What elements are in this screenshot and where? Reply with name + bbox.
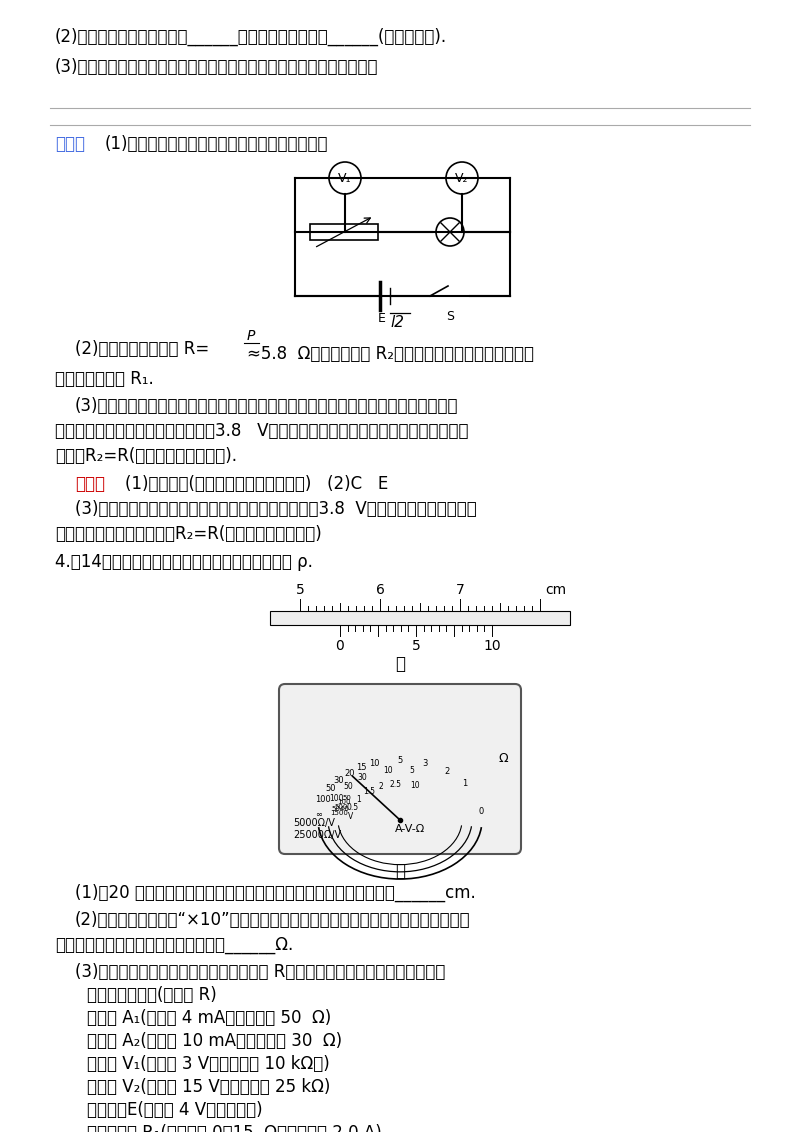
Text: V: V: [347, 813, 353, 822]
Text: (1)本实验采用的是等效替代法，电路图如图所示: (1)本实验采用的是等效替代法，电路图如图所示: [105, 135, 329, 153]
Text: E: E: [378, 312, 386, 325]
Text: 4.（14分）某同学要测量一个圆柱形导体的电阻率 ρ.: 4.（14分）某同学要测量一个圆柱形导体的电阻率 ρ.: [55, 554, 313, 571]
Text: 示数如图乙所示，则该电阻的阻值约为______Ω.: 示数如图乙所示，则该电阻的阻值约为______Ω.: [55, 936, 294, 954]
Text: 30: 30: [334, 777, 344, 784]
Text: 7: 7: [456, 583, 464, 597]
Text: 5040: 5040: [331, 806, 349, 813]
Text: ∞: ∞: [315, 811, 322, 820]
Text: 甲: 甲: [395, 655, 405, 674]
Text: 近的滑动变阻器 R₁.: 近的滑动变阻器 R₁.: [55, 370, 154, 388]
Text: 100: 100: [330, 795, 344, 804]
Text: (3)调节电阻笱和滑动变阻器，当两电压表示数都达到3.8  V，读出电阻笱的阻值即为: (3)调节电阻笱和滑动变阻器，当两电压表示数都达到3.8 V，读出电阻笱的阻值即…: [75, 500, 477, 518]
Text: 答案：: 答案：: [75, 475, 105, 494]
Text: 500: 500: [334, 805, 347, 811]
Text: 1: 1: [357, 795, 362, 804]
Text: (2)用多用电表的电阻“×10”挡，按正确的操作步骤测此圆柱形导体的电阻，表盘的: (2)用多用电表的电阻“×10”挡，按正确的操作步骤测此圆柱形导体的电阻，表盘的: [75, 911, 470, 929]
Text: A-V-Ω: A-V-Ω: [395, 824, 425, 834]
Text: 3: 3: [422, 760, 428, 769]
Text: V₁: V₁: [338, 172, 352, 185]
Text: (3)根据你所设计的电路图，得出测量小灯泡正常发光时的电阻值的方法: (3)根据你所设计的电路图，得出测量小灯泡正常发光时的电阻值的方法: [55, 58, 378, 76]
Text: 电压表 V₁(量程为 3 V，内阻约为 10 kΩ，): 电压表 V₁(量程为 3 V，内阻约为 10 kΩ，): [87, 1055, 330, 1073]
Text: ≈5.8  Ω，故选电阻笱 R₂；为方便调节选择与灯泡阻值相: ≈5.8 Ω，故选电阻笱 R₂；为方便调节选择与灯泡阻值相: [247, 345, 534, 363]
Text: 5: 5: [412, 638, 420, 653]
Text: 10: 10: [483, 638, 501, 653]
Text: 6: 6: [375, 583, 385, 597]
Text: 待测圆柱形导体(电阻为 R): 待测圆柱形导体(电阻为 R): [87, 986, 217, 1004]
Text: 1: 1: [462, 779, 467, 788]
Text: 0.5: 0.5: [347, 804, 359, 812]
Text: 0: 0: [336, 638, 344, 653]
Text: 2: 2: [445, 767, 450, 777]
Text: 50: 50: [326, 784, 336, 794]
Text: (3)电阻笱与灯泡串联电流相等，故分压相等时，阻值相等，故方法为：调节电阻笱和: (3)电阻笱与灯泡串联电流相等，故分压相等时，阻值相等，故方法为：调节电阻笱和: [75, 397, 458, 415]
Text: 100: 100: [315, 796, 331, 805]
Text: 电阻，R₂=R(其他方法合理也正确).: 电阻，R₂=R(其他方法合理也正确).: [55, 447, 237, 465]
Text: 小灯泡正常发光时的电阻，R₂=R(其他方法合理也正确): 小灯泡正常发光时的电阻，R₂=R(其他方法合理也正确): [55, 525, 322, 543]
Text: 10: 10: [383, 766, 393, 775]
Text: 电流表 A₁(量程为 4 mA，内阻约为 50  Ω): 电流表 A₁(量程为 4 mA，内阻约为 50 Ω): [87, 1009, 331, 1027]
Text: 0: 0: [478, 807, 484, 816]
Bar: [310, 224, 378, 240]
Text: 电压表 V₂(量程为 15 V，内阻约为 25 kΩ): 电压表 V₂(量程为 15 V，内阻约为 25 kΩ): [87, 1078, 330, 1096]
Text: 1.5: 1.5: [363, 787, 375, 796]
Text: 1500: 1500: [330, 809, 348, 816]
Text: 5: 5: [410, 766, 414, 775]
Text: 5: 5: [296, 583, 304, 597]
Text: 乙: 乙: [395, 861, 405, 880]
Text: 电流表 A₂(量程为 10 mA，内阻约为 30  Ω): 电流表 A₂(量程为 10 mA，内阻约为 30 Ω): [87, 1032, 342, 1050]
Text: 100: 100: [337, 799, 350, 805]
Text: 2: 2: [379, 782, 384, 791]
Text: 20: 20: [344, 769, 354, 778]
Text: S: S: [446, 310, 454, 323]
Text: 30: 30: [357, 773, 366, 782]
Text: 2.5: 2.5: [390, 780, 402, 789]
Text: 滑动变阻器 R₁(阻值范围 0～15  Ω，额定电流 2.0 A): 滑动变阻器 R₁(阻值范围 0～15 Ω，额定电流 2.0 A): [87, 1124, 382, 1132]
Text: 50: 50: [342, 795, 352, 800]
Text: 10: 10: [370, 760, 380, 769]
Text: 15: 15: [356, 763, 366, 772]
Text: (1)用20 分度的游标卡尺测量其长度如图甲所示，由图可知其长度为______cm.: (1)用20 分度的游标卡尺测量其长度如图甲所示，由图可知其长度为______c…: [75, 884, 476, 902]
Text: P: P: [247, 329, 255, 343]
Text: 5: 5: [398, 756, 402, 765]
Text: 滑动变阻器，当两电压表示数都达到3.8   V，读出电阻笱的阻值即为小灯泡正常发光时的: 滑动变阻器，当两电压表示数都达到3.8 V，读出电阻笱的阻值即为小灯泡正常发光时…: [55, 422, 469, 440]
Text: (2)以上器材中电阻笱应选用______，滑动变阻器应选用______(填序号字母).: (2)以上器材中电阻笱应选用______，滑动变阻器应选用______(填序号字…: [55, 28, 447, 46]
Text: 解析：: 解析：: [55, 135, 85, 153]
Text: 5000Ω/V: 5000Ω/V: [293, 818, 335, 827]
Text: 25000Ω/V: 25000Ω/V: [293, 830, 341, 840]
FancyBboxPatch shape: [279, 684, 521, 854]
Text: (2)由于小灯泡的电阻 R=: (2)由于小灯泡的电阻 R=: [75, 340, 210, 358]
Text: Ω: Ω: [498, 753, 508, 765]
Text: V₂: V₂: [455, 172, 469, 185]
Text: 50: 50: [343, 782, 353, 791]
Text: (1)见解析图(变阻器画成限流式也正确)   (2)C   E: (1)见解析图(变阻器画成限流式也正确) (2)C E: [125, 475, 388, 494]
Text: 直流电源E(电动势 4 V，内阻不计): 直流电源E(电动势 4 V，内阻不计): [87, 1101, 262, 1120]
Text: (3)该同学想用伏安法更精确地测量其电阻 R，现有的器材及其代号和规格如下：: (3)该同学想用伏安法更精确地测量其电阻 R，现有的器材及其代号和规格如下：: [75, 963, 446, 981]
Bar: [270, 611, 570, 625]
Text: l2: l2: [390, 315, 404, 331]
Text: 10: 10: [410, 781, 420, 790]
Text: cm: cm: [545, 583, 566, 597]
